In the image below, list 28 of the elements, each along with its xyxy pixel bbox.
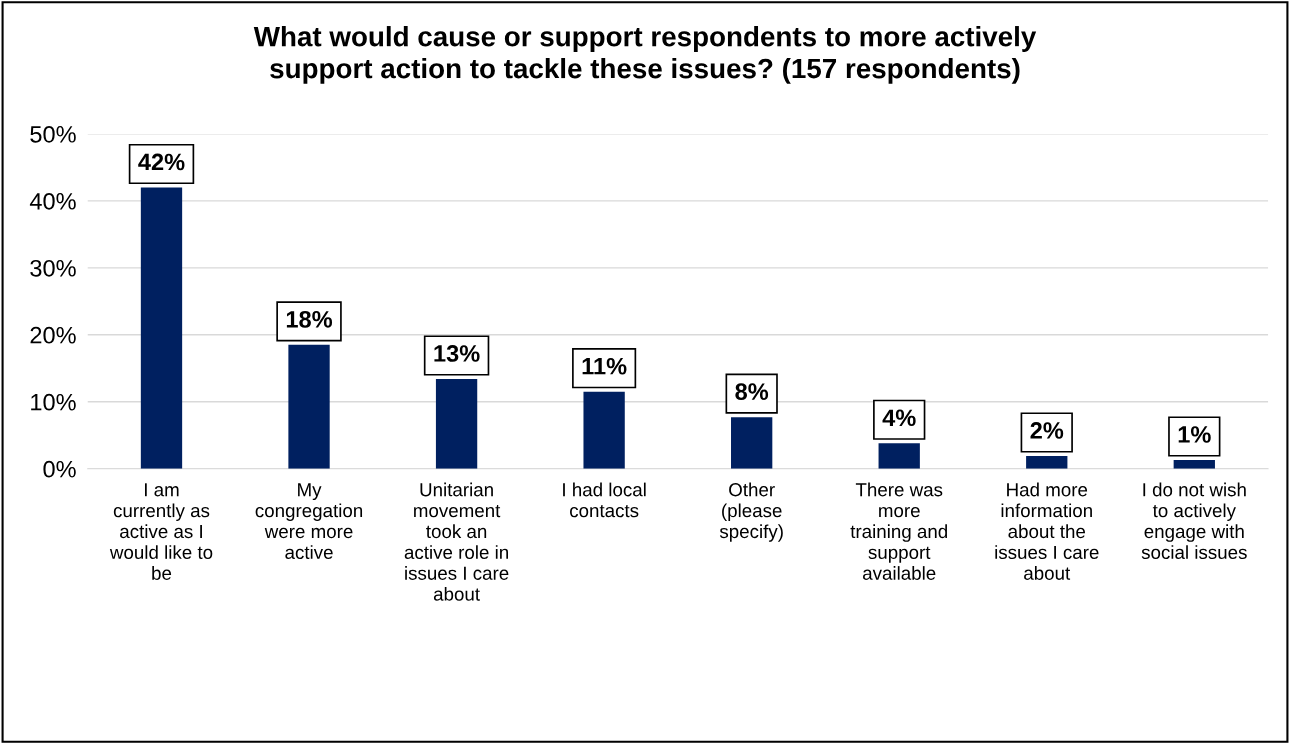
x-tick-label: Had more information about the issues I care about: [995, 482, 1099, 580]
data-label: 18%: [286, 310, 333, 328]
x-tick-label: Other (please specify): [719, 482, 783, 542]
data-label: 2%: [1030, 422, 1064, 439]
data-label: 42%: [138, 153, 185, 171]
y-tick-label: 20%: [30, 326, 76, 344]
data-label: 8%: [735, 383, 769, 400]
y-tick-label: 0%: [43, 460, 76, 478]
bar: [731, 417, 773, 469]
x-tick-label: I had local contacts: [563, 482, 646, 518]
y-tick-label: 40%: [29, 192, 76, 210]
x-tick-label: My congregation were more active: [255, 483, 363, 560]
y-tick-label: 30%: [30, 259, 76, 277]
bar: [1026, 456, 1068, 469]
x-tick-label: Unitarian movement took an active role in issues I care about: [404, 482, 509, 601]
x-tick-label: There was more training and support available: [850, 482, 947, 580]
y-tick-label: 50%: [30, 125, 76, 143]
data-label: 13%: [434, 345, 480, 362]
x-tick-label: I do not wish to actively engage with social issues: [1141, 482, 1247, 560]
data-label: 4%: [882, 409, 916, 427]
bar: [140, 187, 183, 469]
x-tick-label: I am currently as active as I would like to be: [109, 483, 213, 580]
y-tick-label: 10%: [31, 393, 76, 411]
bar: [878, 443, 920, 469]
data-label: 1%: [1178, 426, 1211, 443]
bar: [1173, 460, 1215, 469]
data-label: 11%: [582, 357, 627, 375]
chart-title: What would cause or support respondents to more actively support action to tackle these issues? (157 respondents): [253, 26, 1037, 84]
